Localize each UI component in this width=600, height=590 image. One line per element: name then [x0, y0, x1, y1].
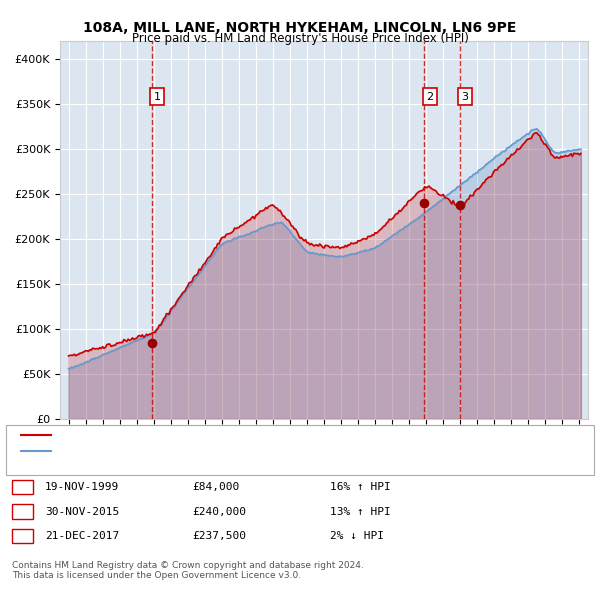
Text: 108A, MILL LANE, NORTH HYKEHAM, LINCOLN, LN6 9PE (detached house): 108A, MILL LANE, NORTH HYKEHAM, LINCOLN,… — [54, 431, 413, 441]
Text: 30-NOV-2015: 30-NOV-2015 — [45, 507, 119, 516]
Text: 3: 3 — [19, 532, 26, 541]
Text: 1: 1 — [19, 482, 26, 491]
Text: 19-NOV-1999: 19-NOV-1999 — [45, 482, 119, 491]
Text: 2: 2 — [426, 91, 433, 101]
Text: 1: 1 — [154, 91, 161, 101]
Text: 108A, MILL LANE, NORTH HYKEHAM, LINCOLN, LN6 9PE: 108A, MILL LANE, NORTH HYKEHAM, LINCOLN,… — [83, 21, 517, 35]
Text: Price paid vs. HM Land Registry's House Price Index (HPI): Price paid vs. HM Land Registry's House … — [131, 32, 469, 45]
Text: Contains HM Land Registry data © Crown copyright and database right 2024.: Contains HM Land Registry data © Crown c… — [12, 560, 364, 569]
Text: 21-DEC-2017: 21-DEC-2017 — [45, 532, 119, 541]
Text: This data is licensed under the Open Government Licence v3.0.: This data is licensed under the Open Gov… — [12, 571, 301, 580]
Text: HPI: Average price, detached house, North Kesteven: HPI: Average price, detached house, Nort… — [54, 448, 310, 457]
Text: 2% ↓ HPI: 2% ↓ HPI — [330, 532, 384, 541]
Text: £84,000: £84,000 — [192, 482, 239, 491]
Text: 13% ↑ HPI: 13% ↑ HPI — [330, 507, 391, 516]
Text: 3: 3 — [461, 91, 469, 101]
Text: 16% ↑ HPI: 16% ↑ HPI — [330, 482, 391, 491]
Text: £240,000: £240,000 — [192, 507, 246, 516]
Text: 2: 2 — [19, 507, 26, 516]
Text: £237,500: £237,500 — [192, 532, 246, 541]
